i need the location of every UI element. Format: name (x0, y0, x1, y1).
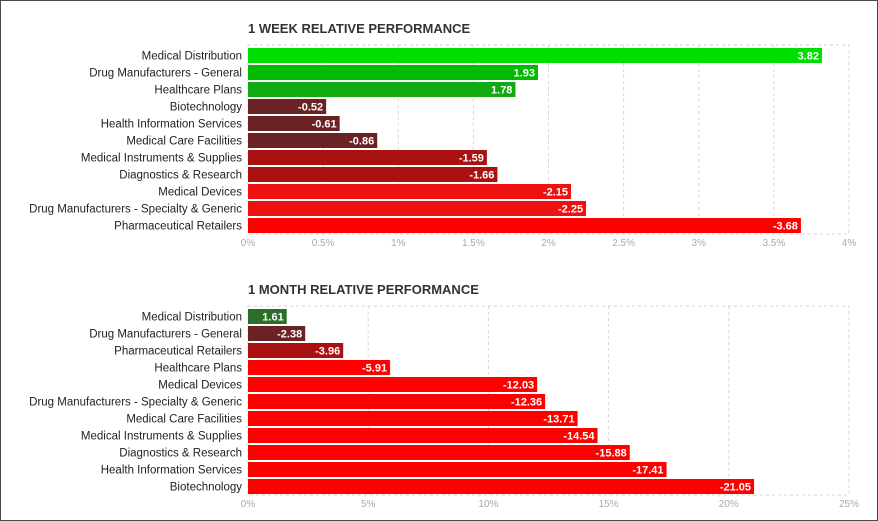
category-label: Drug Manufacturers - Specialty & Generic (29, 397, 242, 409)
bar (248, 394, 546, 409)
bar (248, 65, 538, 80)
bar (248, 167, 498, 182)
category-label: Medical Distribution (142, 312, 242, 324)
x-tick-label: 1% (391, 238, 406, 249)
bar (248, 428, 598, 443)
category-label: Pharmaceutical Retailers (114, 346, 242, 358)
data-label: -5.91 (362, 363, 387, 375)
category-label: Medical Devices (158, 187, 242, 199)
chart-title-1-week: 1 WEEK RELATIVE PERFORMANCE (248, 21, 471, 36)
category-label: Healthcare Plans (154, 85, 242, 97)
data-label: 1.61 (262, 312, 283, 324)
category-label: Medical Devices (158, 380, 242, 392)
bar (248, 116, 340, 131)
category-label: Medical Instruments & Supplies (81, 153, 242, 165)
data-label: -2.15 (543, 187, 568, 199)
bar (248, 343, 344, 358)
bar (248, 360, 391, 375)
data-label: -15.88 (596, 448, 627, 460)
data-label: -0.61 (312, 119, 337, 131)
bar (248, 82, 516, 97)
bar (248, 411, 578, 426)
category-label: Biotechnology (170, 102, 242, 114)
category-label: Medical Instruments & Supplies (81, 431, 242, 443)
category-label: Biotechnology (170, 482, 242, 494)
data-label: -1.66 (469, 170, 494, 182)
x-tick-label: 4% (842, 238, 857, 249)
data-label: 1.78 (491, 85, 512, 97)
x-tick-label: 3.5% (762, 238, 785, 249)
x-tick-label: 3% (692, 238, 707, 249)
bar (248, 326, 306, 341)
category-label: Medical Care Facilities (126, 136, 242, 148)
bar (248, 48, 822, 63)
x-tick-label: 20% (719, 499, 739, 510)
data-label: -3.96 (315, 346, 340, 358)
data-label: -14.54 (563, 431, 595, 443)
x-tick-label: 25% (839, 499, 859, 510)
data-label: -12.36 (511, 397, 542, 409)
data-label: 1.93 (514, 68, 535, 80)
x-tick-label: 0% (241, 238, 256, 249)
category-label: Medical Care Facilities (126, 414, 242, 426)
x-tick-label: 2.5% (612, 238, 635, 249)
data-label: -21.05 (720, 482, 751, 494)
bar (248, 479, 755, 494)
data-label: -12.03 (503, 380, 534, 392)
bar (248, 377, 538, 392)
x-tick-label: 10% (478, 499, 498, 510)
category-label: Diagnostics & Research (119, 170, 242, 182)
bar (248, 99, 327, 114)
data-label: -0.86 (349, 136, 374, 148)
category-label: Health Information Services (101, 465, 243, 477)
category-label: Drug Manufacturers - General (89, 68, 242, 80)
data-label: -2.25 (558, 204, 583, 216)
category-label: Healthcare Plans (154, 363, 242, 375)
bar (248, 184, 572, 199)
category-label: Health Information Services (101, 119, 243, 131)
data-label: -0.52 (298, 102, 323, 114)
category-label: Drug Manufacturers - Specialty & Generic (29, 204, 242, 216)
bar (248, 201, 587, 216)
bar (248, 462, 667, 477)
chart-title-1-month: 1 MONTH RELATIVE PERFORMANCE (248, 282, 479, 297)
bar (248, 218, 801, 233)
x-tick-label: 2% (541, 238, 556, 249)
bar (248, 150, 487, 165)
bar (248, 309, 287, 324)
data-label: -13.71 (543, 414, 574, 426)
plot-area (247, 305, 850, 496)
category-label: Pharmaceutical Retailers (114, 221, 242, 233)
data-label: -3.68 (773, 221, 798, 233)
bar (248, 133, 378, 148)
category-label: Diagnostics & Research (119, 448, 242, 460)
category-label: Drug Manufacturers - General (89, 329, 242, 341)
x-tick-label: 5% (361, 499, 376, 510)
x-tick-label: 0% (241, 499, 256, 510)
data-label: -1.59 (459, 153, 484, 165)
x-tick-label: 1.5% (462, 238, 485, 249)
bar (248, 445, 630, 460)
data-label: -17.41 (632, 465, 663, 477)
data-label: 3.82 (798, 51, 819, 63)
category-label: Medical Distribution (142, 51, 242, 63)
data-label: -2.38 (277, 329, 302, 341)
x-tick-label: 15% (599, 499, 619, 510)
x-tick-label: 0.5% (312, 238, 335, 249)
